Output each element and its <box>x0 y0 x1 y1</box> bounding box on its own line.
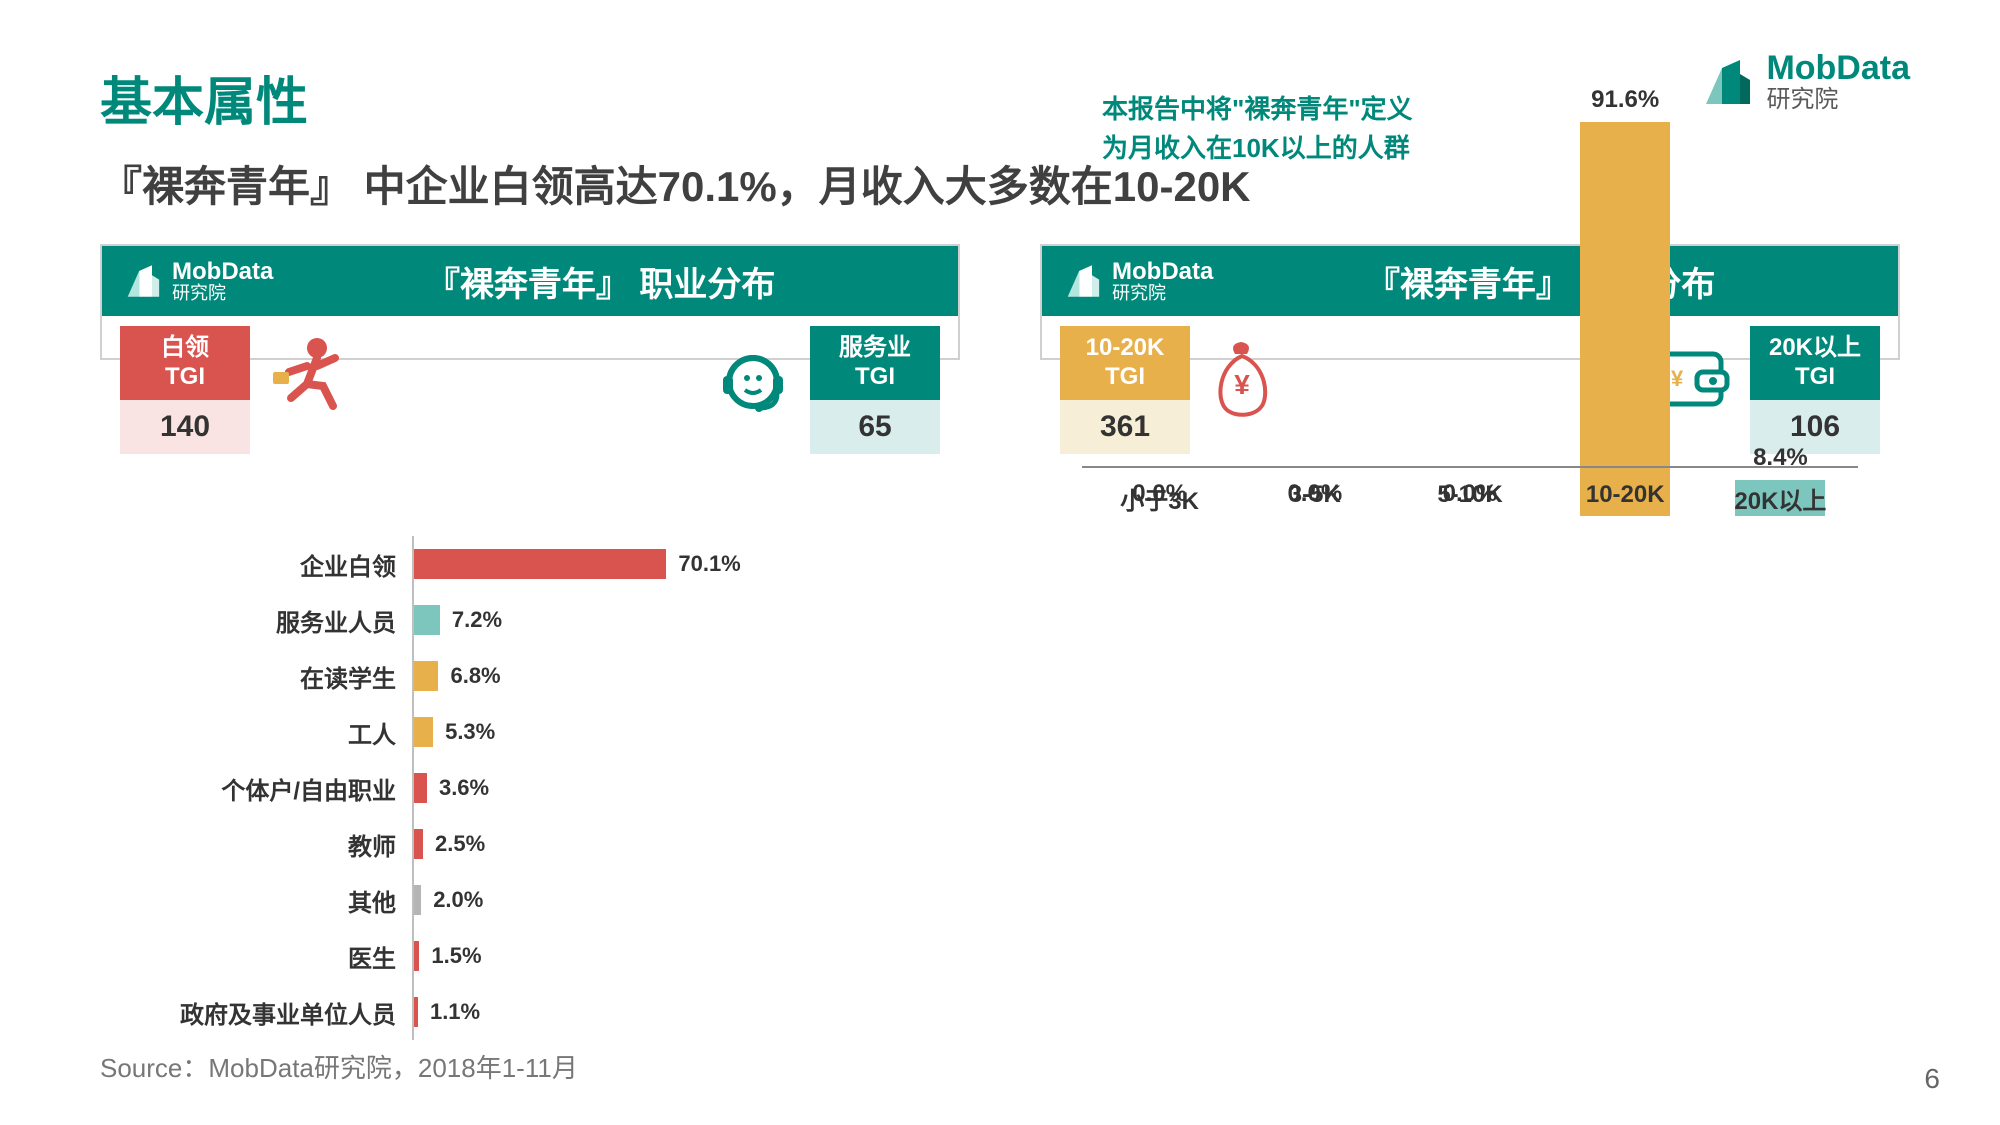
tgi-box-20k-plus: 20K以上TGI 106 <box>1750 326 1880 454</box>
occupation-value: 6.8% <box>450 663 500 689</box>
occupation-bar <box>414 605 440 635</box>
occupation-label: 在读学生 <box>132 659 412 694</box>
income-column: 91.6% <box>1548 86 1703 516</box>
income-panel: MobData研究院 『裸奔青年』 收入分布 10-20KTGI 361 20K… <box>1040 244 1900 360</box>
brand-name: MobData <box>1766 50 1910 87</box>
brand-mark-icon <box>1698 54 1754 110</box>
occupation-panel-title: 『裸奔青年』 职业分布 <box>303 257 938 306</box>
occupation-value: 7.2% <box>452 607 502 633</box>
svg-text:¥: ¥ <box>1234 369 1250 400</box>
occupation-bar <box>414 717 433 747</box>
page-number: 6 <box>1924 1063 1940 1095</box>
occupation-bar <box>414 829 423 859</box>
income-panel-body: 10-20KTGI 361 20K以上TGI 106 ¥ <box>1042 316 1898 358</box>
headset-icon <box>713 336 793 431</box>
occupation-value: 70.1% <box>678 551 740 577</box>
income-xlabel: 20K以上 <box>1703 481 1858 516</box>
occupation-bar <box>414 773 427 803</box>
occupation-label: 教师 <box>132 827 412 862</box>
occupation-label: 医生 <box>132 939 412 974</box>
moneybag-icon: ¥ <box>1207 340 1277 425</box>
tgi-box-service: 服务业TGI 65 <box>810 326 940 454</box>
occupation-bar <box>414 549 666 579</box>
occupation-row: 工人 5.3% <box>132 704 928 760</box>
income-bar <box>1580 122 1670 516</box>
occupation-row: 企业白领 70.1% <box>132 536 928 592</box>
occupation-bar <box>414 941 419 971</box>
runner-icon <box>267 336 347 431</box>
tgi-box-whitecollar: 白领TGI 140 <box>120 326 250 454</box>
occupation-row: 医生 1.5% <box>132 928 928 984</box>
occupation-label: 服务业人员 <box>132 603 412 638</box>
brand-logo: MobData 研究院 <box>1698 50 1910 114</box>
occupation-panel-header: MobData研究院 『裸奔青年』 职业分布 <box>102 246 958 316</box>
source-text: Source：MobData研究院，2018年1-11月 <box>100 1048 578 1085</box>
occupation-label: 企业白领 <box>132 547 412 582</box>
occupation-row: 政府及事业单位人员 1.1% <box>132 984 928 1040</box>
occupation-row: 服务业人员 7.2% <box>132 592 928 648</box>
occupation-label: 政府及事业单位人员 <box>132 995 412 1030</box>
occupation-value: 2.5% <box>435 831 485 857</box>
occupation-value: 5.3% <box>445 719 495 745</box>
occupation-panel: MobData研究院 『裸奔青年』 职业分布 白领TGI 140 服务业TGI … <box>100 244 960 360</box>
occupation-row: 在读学生 6.8% <box>132 648 928 704</box>
occupation-bar <box>414 885 421 915</box>
occupation-value: 3.6% <box>439 775 489 801</box>
occupation-label: 其他 <box>132 883 412 918</box>
occupation-bar <box>414 661 438 691</box>
occupation-chart: 企业白领 70.1% 服务业人员 7.2% 在读学生 6.8% 工人 5.3% 个体户/自由职业… <box>132 536 928 1040</box>
income-value: 91.6% <box>1591 86 1659 114</box>
occupation-row: 教师 2.5% <box>132 816 928 872</box>
income-xlabels: 小于3K3-5K5-10K10-20K20K以上 <box>1082 481 1858 516</box>
occupation-value: 2.0% <box>433 887 483 913</box>
income-xlabel: 5-10K <box>1392 481 1547 516</box>
occupation-label: 个体户/自由职业 <box>132 771 412 806</box>
income-xaxis <box>1082 466 1858 468</box>
slide: MobData 研究院 基本属性 『裸奔青年』 中企业白领高达70.1%，月收入… <box>0 0 2000 1125</box>
income-xlabel: 3-5K <box>1237 481 1392 516</box>
brand-sub: 研究院 <box>1766 87 1910 113</box>
occupation-bar <box>414 997 418 1027</box>
income-panel-header: MobData研究院 『裸奔青年』 收入分布 <box>1042 246 1898 316</box>
panels-row: MobData研究院 『裸奔青年』 职业分布 白领TGI 140 服务业TGI … <box>100 244 1900 360</box>
mini-brand-logo: MobData研究院 <box>1062 260 1213 302</box>
occupation-panel-body: 白领TGI 140 服务业TGI 65 <box>102 316 958 358</box>
income-xlabel: 小于3K <box>1082 481 1237 516</box>
tgi-box-10-20k: 10-20KTGI 361 <box>1060 326 1190 454</box>
occupation-label: 工人 <box>132 715 412 750</box>
occupation-value: 1.1% <box>430 999 480 1025</box>
mini-brand-logo: MobData研究院 <box>122 260 273 302</box>
income-xlabel: 10-20K <box>1548 481 1703 516</box>
occupation-row: 个体户/自由职业 3.6% <box>132 760 928 816</box>
occupation-row: 其他 2.0% <box>132 872 928 928</box>
occupation-value: 1.5% <box>431 943 481 969</box>
income-definition-note: 本报告中将"裸奔青年"定义 为月收入在10K以上的人群 <box>1102 90 1413 168</box>
